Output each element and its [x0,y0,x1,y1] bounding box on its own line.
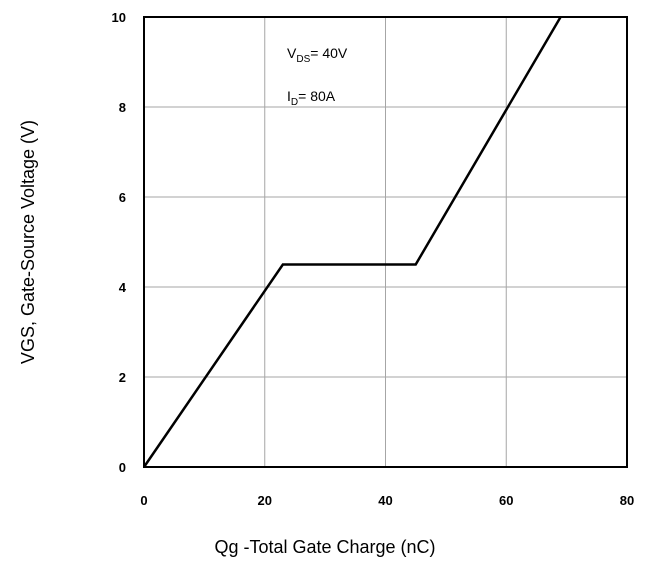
y-tick-label: 0 [119,460,126,475]
annotation-vds: VDS= 40V [287,45,348,65]
annotation-vds-rest: = 40V [310,45,348,61]
x-tick-label: 20 [258,493,272,508]
x-tick-label: 40 [378,493,392,508]
series-group [142,16,562,468]
y-tick-labels: 0 2 4 6 8 10 [112,10,127,475]
annotation-vds-main: V [287,45,297,61]
x-tick-label: 80 [620,493,634,508]
y-tick-label: 8 [119,100,126,115]
x-axis-title: Qg -Total Gate Charge (nC) [214,537,435,557]
annotation-id: ID= 80A [287,88,336,108]
annotation-id-sub: D [291,97,298,108]
y-tick-label: 2 [119,370,126,385]
annotation-id-main: I [287,88,291,104]
annotation-id-rest: = 80A [298,88,336,104]
y-tick-label: 6 [119,190,126,205]
y-tick-label: 10 [112,10,126,25]
x-tick-labels: 0 20 40 60 80 [140,493,634,508]
grid-lines [144,17,627,467]
annotation-vds-sub: DS [296,54,310,65]
y-axis-title: VGS, Gate-Source Voltage (V) [18,120,38,364]
plot-frame [143,16,628,468]
y-tick-label: 4 [119,280,127,295]
series-line-0 [142,16,562,468]
x-tick-label: 60 [499,493,513,508]
x-tick-label: 0 [140,493,147,508]
